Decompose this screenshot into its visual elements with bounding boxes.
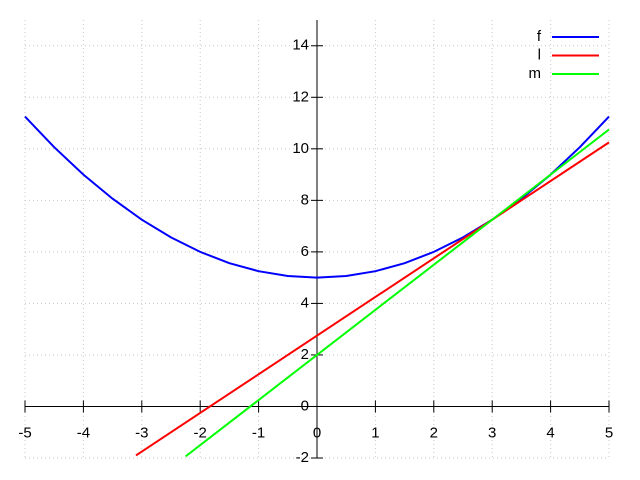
x-tick-label: -3 xyxy=(135,424,148,441)
y-tick-label: -2 xyxy=(296,449,309,466)
legend-label: l xyxy=(538,46,541,63)
series-line xyxy=(135,141,610,457)
x-tick-label: 5 xyxy=(605,424,613,441)
x-tick-label: 2 xyxy=(430,424,438,441)
x-tick-label: 1 xyxy=(371,424,379,441)
series-line xyxy=(184,128,610,458)
y-tick-label: 10 xyxy=(292,140,309,157)
y-tick-label: 14 xyxy=(292,37,309,54)
legend-label: f xyxy=(537,28,542,45)
y-tick-label: 0 xyxy=(301,397,309,414)
y-tick-label: 8 xyxy=(301,191,309,208)
x-tick-label: -4 xyxy=(77,424,90,441)
x-tick-label: -2 xyxy=(194,424,207,441)
y-tick-label: 6 xyxy=(301,243,309,260)
x-tick-label: 3 xyxy=(488,424,496,441)
x-tick-label: 0 xyxy=(313,424,321,441)
x-tick-label: -5 xyxy=(18,424,31,441)
x-tick-label: 4 xyxy=(546,424,554,441)
y-tick-label: 2 xyxy=(301,346,309,363)
x-tick-label: -1 xyxy=(252,424,265,441)
y-tick-label: 4 xyxy=(301,294,309,311)
legend-label: m xyxy=(529,65,542,82)
y-tick-label: 12 xyxy=(292,88,309,105)
